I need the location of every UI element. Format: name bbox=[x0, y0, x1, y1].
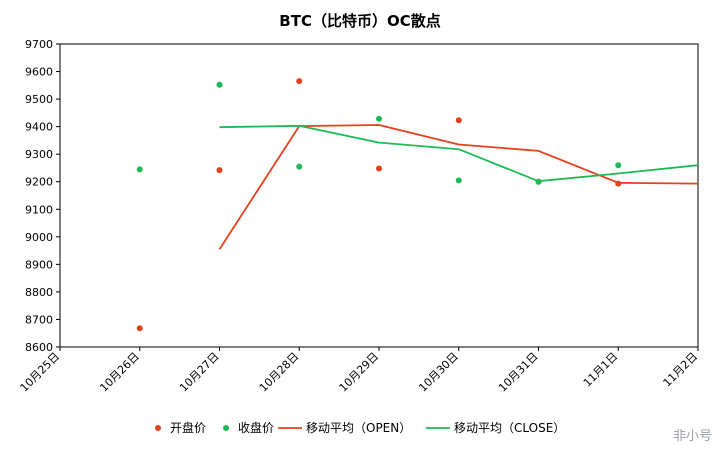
legend-marker bbox=[155, 425, 161, 431]
y-tick-label: 8800 bbox=[25, 286, 53, 299]
scatter-point-0 bbox=[455, 117, 462, 124]
legend-label: 收盘价 bbox=[238, 420, 274, 435]
y-tick-label: 9300 bbox=[25, 148, 53, 161]
scatter-point-1 bbox=[455, 177, 462, 184]
plot-border bbox=[59, 43, 699, 348]
chart-title: BTC（比特币）OC散点 bbox=[279, 12, 440, 30]
scatter-point-0 bbox=[216, 167, 223, 174]
series-line-2 bbox=[218, 124, 699, 250]
y-tick-label: 8700 bbox=[25, 313, 53, 326]
y-tick-label: 9100 bbox=[25, 203, 53, 216]
x-tick-label: 10月28日 bbox=[257, 350, 302, 395]
legend-marker bbox=[223, 425, 229, 431]
y-tick-label: 9400 bbox=[25, 121, 53, 134]
y-tick-label: 9700 bbox=[25, 38, 53, 51]
x-axis: 10月25日 10月26日 10月27日 10月28日 10月29日 10月30日 10月3… bbox=[18, 347, 701, 395]
y-tick-label: 9000 bbox=[25, 231, 53, 244]
scatter-point-1 bbox=[136, 166, 143, 173]
scatter-point-0 bbox=[376, 165, 382, 172]
legend-label: 移动平均（CLOSE） bbox=[454, 421, 565, 435]
legend-label: 开盘价 bbox=[170, 420, 206, 435]
watermark: 非小号 bbox=[672, 429, 712, 444]
scatter-point-1 bbox=[376, 115, 382, 122]
scatter-point-0 bbox=[296, 78, 303, 85]
x-tick-label: 10月29日 bbox=[337, 350, 382, 395]
x-tick-label: 11月1日 bbox=[581, 350, 621, 390]
x-tick-label: 11月2日 bbox=[661, 350, 701, 390]
legend-label: 移动平均（OPEN） bbox=[306, 421, 411, 435]
x-tick-label: 10月26日 bbox=[97, 350, 142, 395]
x-tick-label: 10月31日 bbox=[496, 350, 541, 395]
y-tick-label: 9600 bbox=[25, 66, 53, 79]
scatter-point-0 bbox=[136, 325, 143, 332]
y-tick-label: 8600 bbox=[25, 341, 53, 354]
series-layer bbox=[136, 78, 699, 332]
scatter-point-1 bbox=[216, 81, 223, 88]
x-tick-label: 10月27日 bbox=[177, 350, 222, 395]
y-axis: 8600 8700 8800 8900 9000 9100 9200 9300 9400 9500… bbox=[25, 38, 60, 354]
scatter-point-1 bbox=[615, 162, 622, 169]
y-tick-label: 9200 bbox=[25, 176, 53, 189]
plot-area bbox=[59, 43, 699, 348]
x-tick-label: 10月25日 bbox=[18, 350, 63, 395]
x-tick-label: 10月30日 bbox=[416, 350, 461, 395]
legend: 开盘价 收盘价 移动平均（OPEN） 移动平均（CLOSE） bbox=[155, 420, 565, 435]
y-tick-label: 9500 bbox=[25, 93, 53, 106]
scatter-point-1 bbox=[535, 178, 542, 185]
y-tick-label: 8900 bbox=[25, 258, 53, 271]
scatter-point-1 bbox=[296, 163, 303, 170]
series-line-3 bbox=[219, 124, 699, 183]
scatter-point-0 bbox=[615, 180, 622, 187]
